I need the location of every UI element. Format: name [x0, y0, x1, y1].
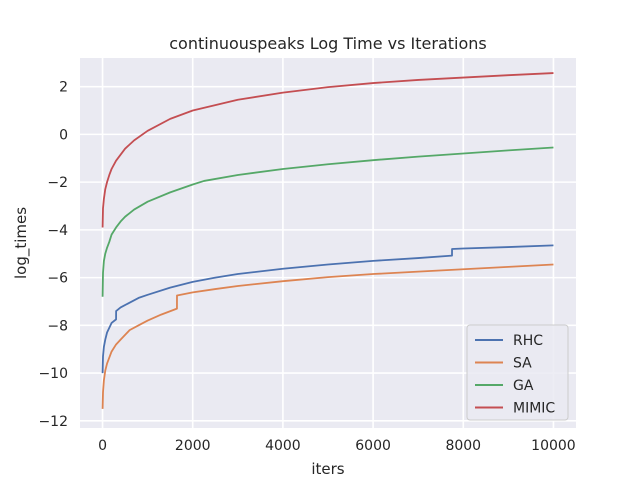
y-tick-label: −10 — [38, 366, 68, 382]
y-tick-label: 0 — [59, 127, 68, 143]
y-tick-label: 2 — [59, 80, 68, 96]
series-line-ga — [101, 146, 554, 297]
y-tick-label: −12 — [38, 414, 68, 430]
x-tick-label: 6000 — [355, 438, 391, 454]
y-tick-label: −2 — [47, 175, 68, 191]
y-tick-label: −8 — [47, 318, 68, 334]
y-axis-label: log_times — [12, 207, 31, 279]
series-line-mimic — [101, 72, 554, 228]
series-line-rhc — [101, 244, 554, 374]
legend-label-mimic: MIMIC — [513, 401, 555, 417]
legend-label-sa: SA — [513, 356, 532, 372]
x-tick-label: 10000 — [531, 438, 576, 454]
series-lines — [101, 72, 554, 409]
x-tick-label: 2000 — [175, 438, 211, 454]
legend-box — [466, 324, 569, 421]
x-axis-label: iters — [311, 460, 344, 478]
x-tick-label: 0 — [98, 438, 107, 454]
y-tick-labels: −12 −10 −8 −6 −4 −2 0 2 — [38, 80, 68, 430]
chart-title: continuouspeaks Log Time vs Iterations — [169, 34, 486, 53]
legend-label-rhc: RHC — [513, 333, 543, 349]
y-tick-label: −6 — [47, 271, 68, 287]
y-tick-label: −4 — [47, 223, 68, 239]
x-tick-labels: 0 2000 4000 6000 8000 10000 — [98, 438, 576, 454]
legend-label-ga: GA — [513, 378, 534, 394]
legend: RHC SA GA MIMIC — [466, 324, 569, 421]
x-tick-label: 8000 — [445, 438, 481, 454]
series-line-sa — [101, 263, 554, 409]
x-tick-label: 4000 — [265, 438, 301, 454]
